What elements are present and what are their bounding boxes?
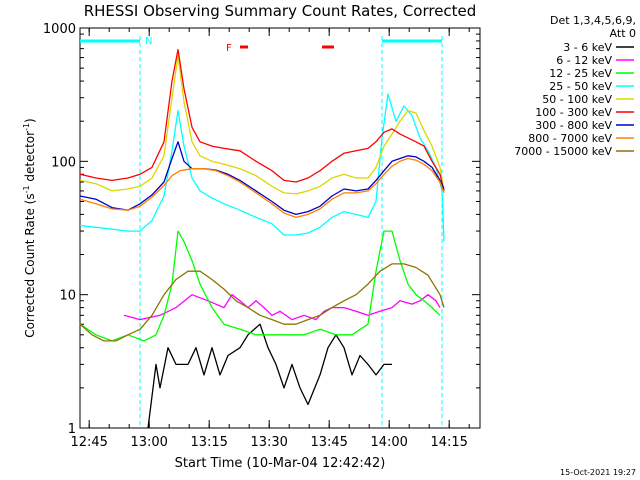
x-tick-label: 13:30 bbox=[250, 435, 287, 450]
legend-label: 300 - 800 keV bbox=[535, 119, 612, 132]
y-axis-label: Corrected Count Rate (s-1 detector-1) bbox=[22, 118, 37, 337]
series-line-0 bbox=[147, 323, 392, 429]
series-line-6 bbox=[79, 141, 445, 216]
legend-label: 800 - 7000 keV bbox=[528, 132, 612, 145]
y-tick-label: 100 bbox=[51, 155, 76, 170]
y-axis-label-mid: detector bbox=[23, 131, 37, 186]
x-axis-label: Start Time (10-Mar-04 12:42:42) bbox=[175, 456, 386, 471]
timestamp: 15-Oct-2021 19:27 bbox=[560, 468, 636, 477]
series-line-4 bbox=[79, 55, 445, 195]
legend-label: 6 - 12 keV bbox=[556, 54, 612, 67]
legend-subtitle: Att 0 bbox=[610, 27, 636, 40]
orbit-annotations: NF bbox=[80, 36, 443, 428]
x-tick-label: 14:15 bbox=[430, 435, 467, 450]
legend-label: 12 - 25 keV bbox=[549, 67, 612, 80]
series-line-8 bbox=[79, 263, 445, 342]
axis-ticks: 1 10 100 1000 12:45 13:00 13:15 13:30 13:45 14:00… bbox=[43, 22, 480, 450]
legend-label: 7000 - 15000 keV bbox=[514, 145, 612, 158]
y-axis-label-sup2: -1 bbox=[22, 123, 31, 131]
y-tick-label: 1000 bbox=[43, 22, 76, 37]
y-axis-label-end: ) bbox=[23, 118, 37, 123]
chart-title: RHESSI Observing Summary Count Rates, Co… bbox=[84, 2, 477, 20]
legend-label: 3 - 6 keV bbox=[563, 41, 612, 54]
flare-label: F bbox=[226, 43, 232, 54]
x-tick-label: 13:00 bbox=[130, 435, 167, 450]
y-axis-label-main: Corrected Count Rate (s bbox=[23, 193, 37, 337]
plot-area bbox=[79, 27, 481, 429]
x-tick-label: 12:45 bbox=[70, 435, 107, 450]
x-tick-label: 14:00 bbox=[370, 435, 407, 450]
y-axis-label-sup1: -1 bbox=[22, 185, 31, 193]
legend-label: 25 - 50 keV bbox=[549, 80, 612, 93]
series-line-5 bbox=[79, 48, 445, 192]
y-tick-label: 10 bbox=[59, 289, 76, 304]
series-line-2 bbox=[79, 230, 441, 342]
x-tick-label: 13:45 bbox=[310, 435, 347, 450]
series-line-7 bbox=[79, 157, 445, 219]
legend-label: 50 - 100 keV bbox=[542, 93, 612, 106]
series-line-3 bbox=[79, 93, 445, 242]
night-label: N bbox=[145, 36, 152, 47]
x-tick-label: 13:15 bbox=[190, 435, 227, 450]
series-line-1 bbox=[123, 294, 441, 321]
legend-label: 100 - 300 keV bbox=[535, 106, 612, 119]
y-tick-label: 1 bbox=[68, 422, 76, 437]
legend-title: Det 1,3,4,5,6,9, bbox=[550, 14, 636, 27]
data-series bbox=[79, 48, 445, 429]
